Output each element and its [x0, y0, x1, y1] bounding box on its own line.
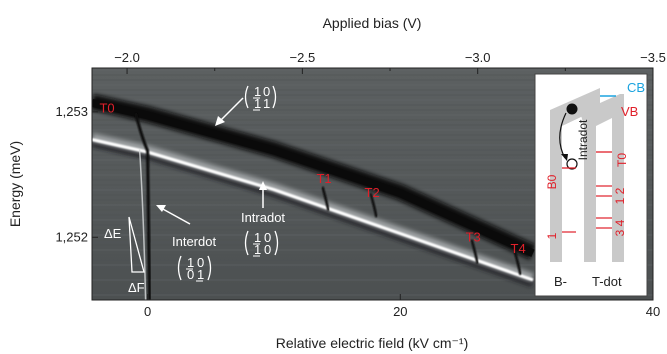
matrix-top-c: 1	[254, 96, 261, 111]
peak-label-t3: T3	[466, 230, 481, 245]
inset-intradot-label: Intradot	[576, 119, 590, 160]
delta-f-label: ΔF	[128, 280, 145, 295]
inset-t-dot: T-dot	[592, 274, 622, 289]
matrix-interdot-c: 0	[187, 267, 194, 282]
left-tick-label: 1,253	[55, 104, 88, 119]
top-tick-label: −2.0	[114, 50, 140, 65]
matrix-intradot-d: 0	[264, 242, 271, 257]
peak-mark	[321, 186, 330, 212]
matrix-top-a: 1	[254, 84, 261, 99]
matrix-top-d: 1	[263, 96, 270, 111]
inset-t0-label: T0	[615, 153, 629, 167]
matrix-intradot-c: 1	[254, 242, 261, 257]
peak-label-t4: T4	[511, 241, 526, 256]
spectral-branches	[92, 94, 537, 287]
inset-b-minus: B-	[554, 274, 567, 289]
slope-triangle	[128, 216, 145, 273]
delta-e-label: ΔE	[104, 226, 122, 241]
hole	[566, 158, 578, 170]
left-axis-title: Energy (meV)	[7, 141, 23, 227]
intradot-label: Intradot	[241, 210, 285, 225]
peak-label-t0: T0	[99, 100, 114, 115]
axes: 0 20 40 −2.0 −2.5 −3.0 −3.5 1,253 1,252	[55, 50, 665, 319]
matrix-interdot-d: 1	[197, 267, 204, 282]
matrix-intradot: 1 0 1 0	[244, 230, 279, 257]
band-diagram-inset: CB VB Intradot T0 B0 1 2 3 4 1 B- T-dot	[534, 73, 648, 297]
annotations: 1 0 1 1 Intradot 1 0 1 0 Interdot 1	[104, 84, 285, 295]
vb-label: VB	[621, 104, 638, 119]
bottom-axis-title: Relative electric field (kV cm⁻¹)	[276, 335, 469, 351]
arrow-intradot-head	[259, 181, 267, 190]
matrix-interdot-b: 0	[197, 255, 204, 270]
peak-labels: T0 T1 T2 T3 T4	[99, 100, 525, 255]
inset-level-12: 1 2	[613, 187, 627, 204]
bottom-tick-label: 0	[144, 304, 151, 319]
top-tick-label: −3.5	[640, 50, 666, 65]
arrow-interdot	[160, 207, 191, 225]
peak-mark	[470, 239, 479, 264]
plot-frame	[91, 67, 654, 301]
anticrossing-marks	[134, 112, 522, 300]
top-tick-label: −2.5	[290, 50, 316, 65]
peak-mark	[369, 192, 378, 218]
matrix-intradot-a: 1	[254, 230, 261, 245]
arrow-interdot-head	[156, 205, 166, 212]
matrix-intradot-b: 0	[264, 230, 271, 245]
electron	[566, 103, 578, 115]
arrow-top-matrix-head	[215, 116, 225, 126]
arrow-top-matrix	[218, 97, 244, 123]
inset-level-34: 3 4	[613, 219, 627, 236]
inset-level-1: 1	[545, 232, 559, 239]
left-tick-label: 1,252	[55, 229, 88, 244]
cb-label: CB	[627, 80, 645, 95]
bottom-tick-label: 40	[646, 304, 660, 319]
peak-label-t1: T1	[316, 171, 331, 186]
matrix-interdot: 1 0 0 1	[177, 255, 212, 282]
interdot-label: Interdot	[172, 234, 216, 249]
top-tick-label: −3.0	[465, 50, 491, 65]
dark-branch	[92, 98, 535, 257]
bottom-tick-label: 20	[393, 304, 407, 319]
interdot-bright-line	[138, 149, 147, 300]
t-dot-barrier	[580, 94, 624, 262]
matrix-top-b: 0	[263, 84, 270, 99]
matrix-top: 1 0 1 1	[244, 84, 277, 111]
top-axis-title: Applied bias (V)	[323, 15, 422, 31]
peak-label-t2: T2	[365, 185, 380, 200]
interdot-anticrossing	[134, 112, 152, 300]
bright-branch	[92, 138, 534, 282]
peak-mark	[513, 250, 522, 276]
inset-b0-label: B0	[545, 174, 559, 189]
matrix-interdot-a: 1	[187, 255, 194, 270]
bright-branch-glow	[92, 133, 535, 283]
